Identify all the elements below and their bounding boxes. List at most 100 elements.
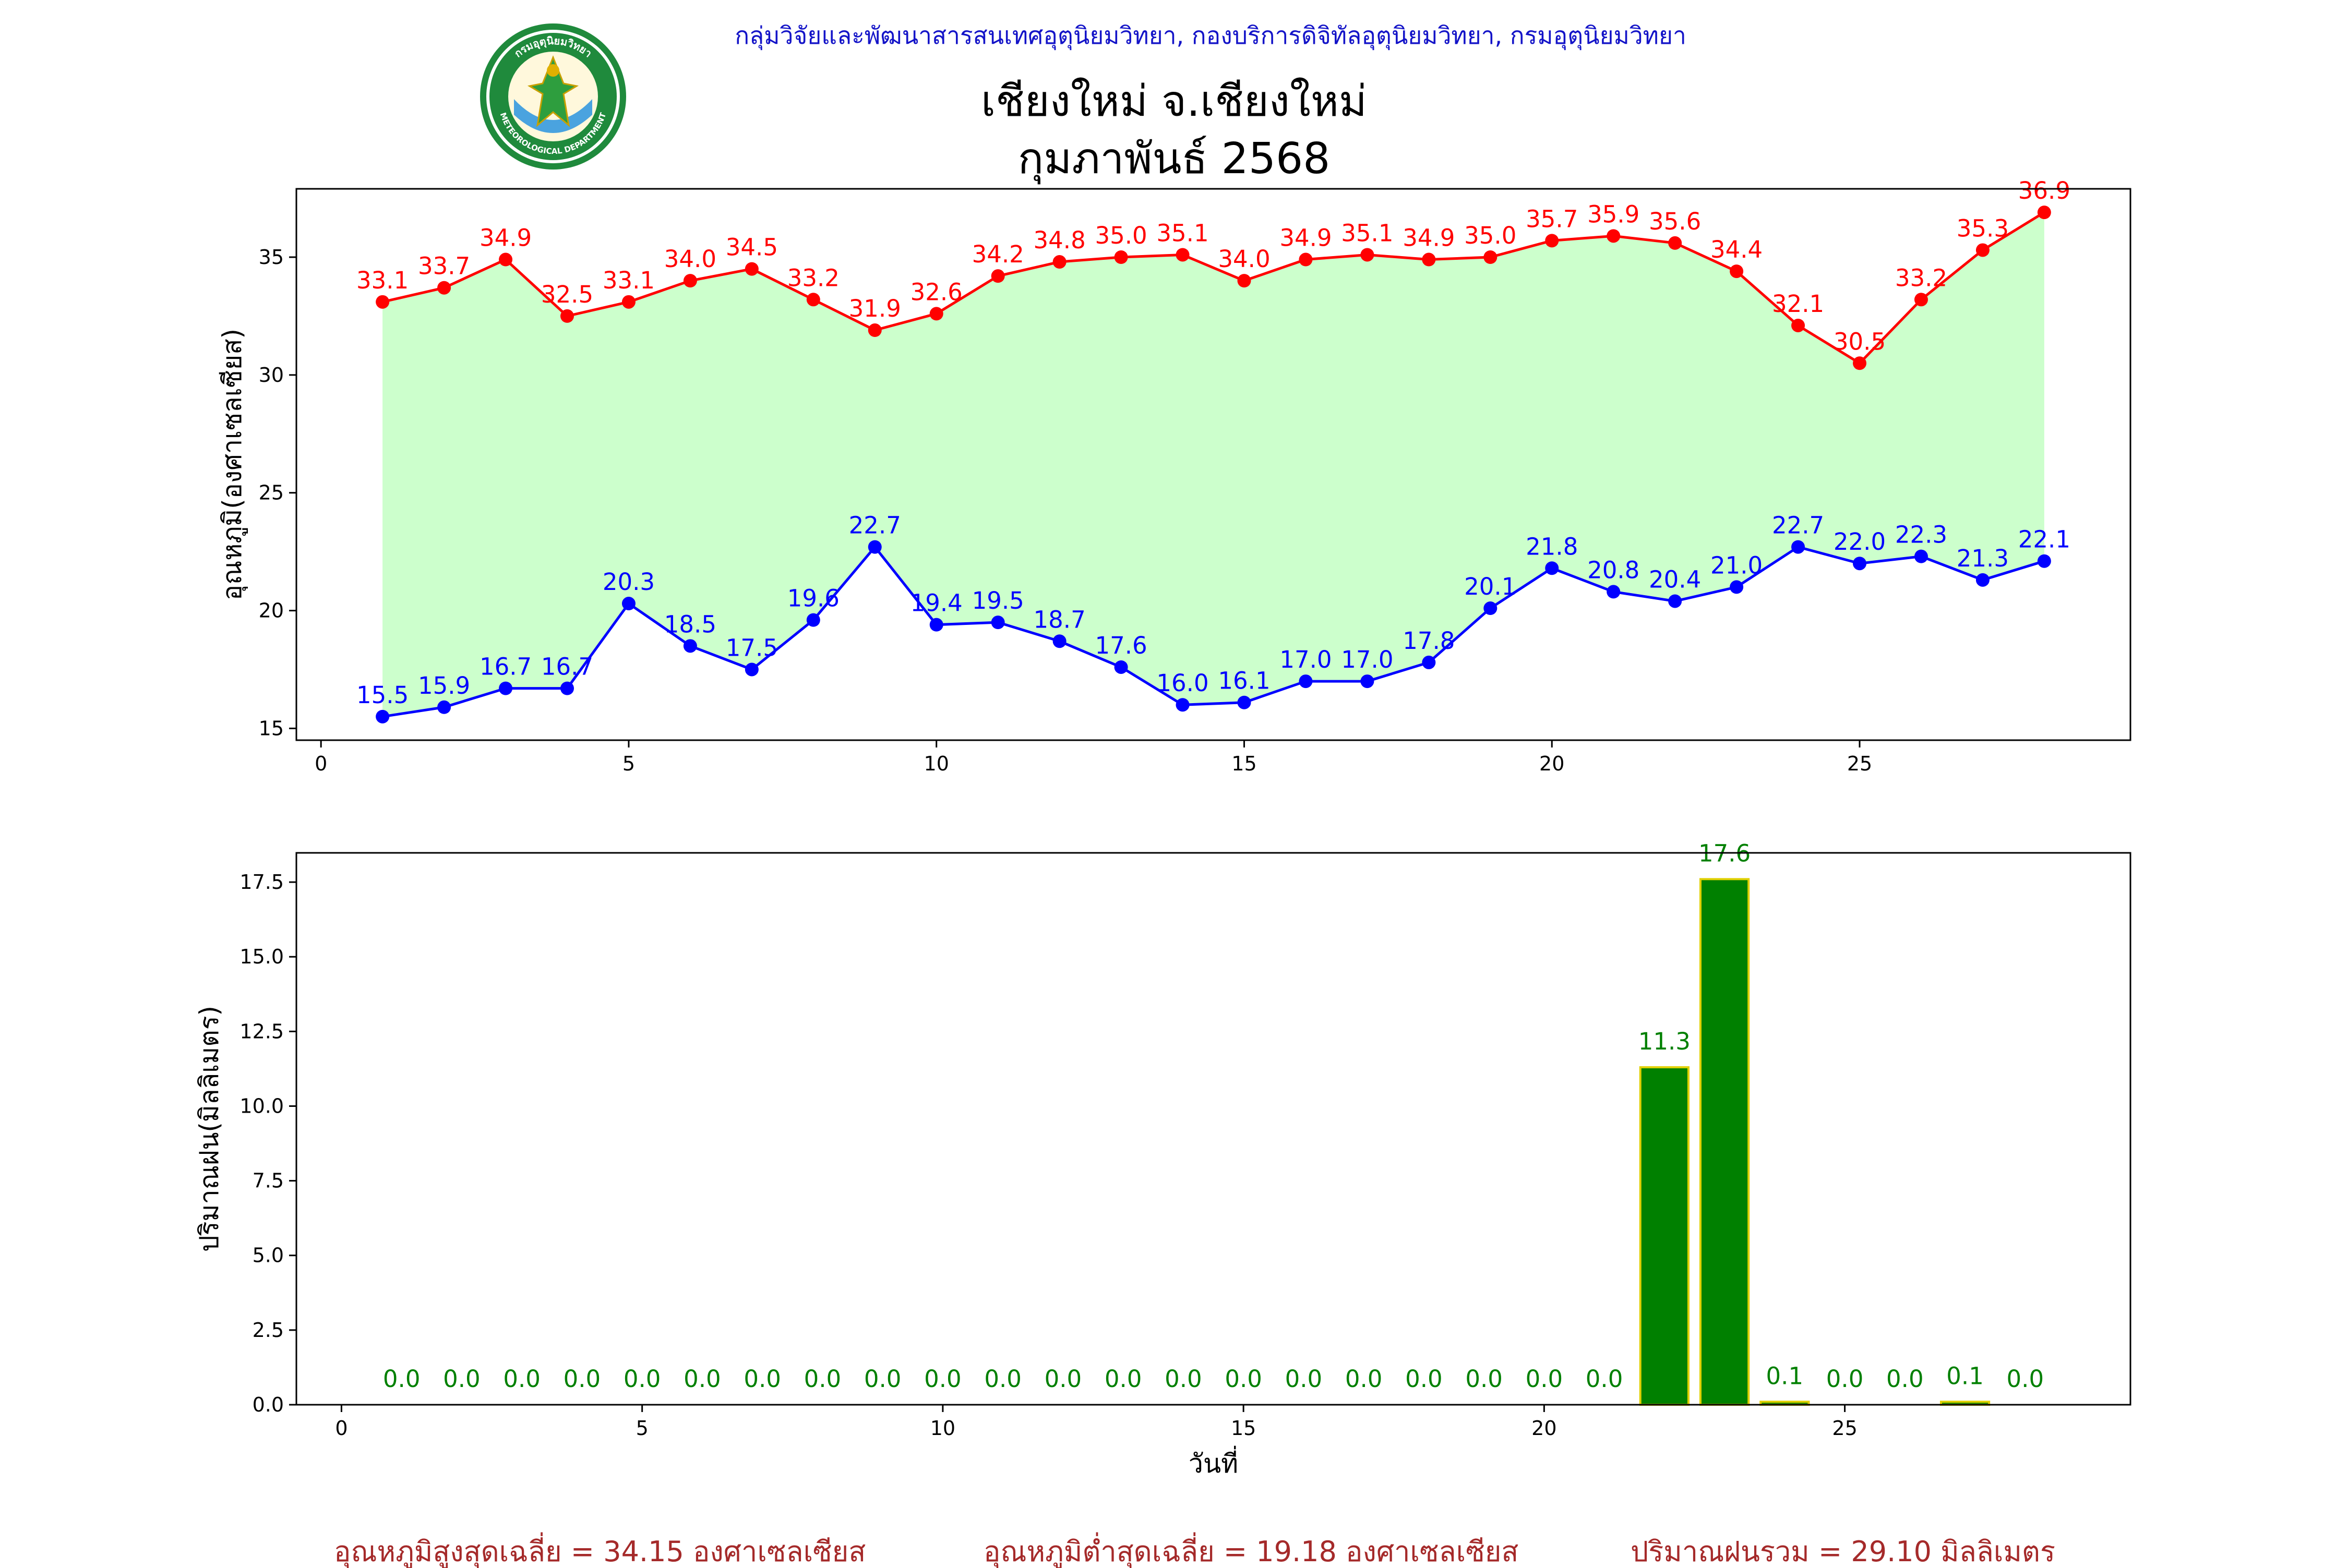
min-temp-label: 18.5 [664,610,716,638]
max-temp-point [1791,318,1805,332]
max-temp-point [1975,243,1990,257]
footer-total-rain: ปริมาณฝนรวม = 29.10 มิลลิเมตร [1631,1535,2056,1568]
max-temp-line [382,211,2045,365]
rain-value-label: 0.1 [1766,1362,1804,1390]
min-temp-label: 19.4 [911,589,963,617]
max-temp-point [437,281,451,295]
rain-value-label: 0.0 [443,1365,481,1393]
rain-x-tick-label: 10 [930,1417,955,1440]
max-temp-point [621,295,636,309]
temperature-y-tick-label: 25 [259,481,284,504]
chart-subtitle: กุมภาพันธ์ 2568 [1017,134,1331,184]
max-temp-label: 34.8 [1034,226,1086,254]
max-temp-point [929,307,943,321]
rain-value-label: 0.0 [1826,1365,1864,1393]
max-temp-point [1360,248,1374,262]
max-temp-label: 35.9 [1587,200,1639,228]
min-temp-point [1360,674,1374,689]
min-temp-label: 19.6 [787,585,840,612]
temperature-range-fill [382,212,2044,717]
max-temp-label: 34.0 [1218,245,1270,273]
rain-y-tick-label: 10.0 [239,1094,284,1117]
rain-x-tick-label: 20 [1531,1417,1556,1440]
rain-value-label: 0.0 [684,1365,721,1393]
rain-y-tick-label: 0.0 [253,1393,284,1416]
max-temp-point [745,262,759,276]
temperature-x-tick-label: 5 [622,752,635,775]
min-temp-point [683,639,697,653]
max-temp-label: 32.1 [1772,290,1824,318]
rain-y-tick-label: 5.0 [253,1244,284,1267]
max-temp-point [1052,255,1067,269]
max-temp-label: 34.9 [1279,224,1332,252]
max-temp-point [499,252,513,267]
min-temp-point [437,700,451,714]
min-temp-point [1730,580,1744,594]
temperature-y-tick-label: 35 [259,246,284,269]
max-temp-point [1483,250,1498,264]
max-temp-point [1299,252,1313,267]
max-temp-label: 33.1 [603,267,655,294]
max-temp-label: 34.9 [480,224,532,252]
rain-x-tick-label: 5 [636,1417,649,1440]
max-temp-point [1853,356,1867,370]
rain-y-tick-label: 7.5 [253,1169,284,1192]
min-temp-label: 17.0 [1279,646,1332,673]
max-temp-point [1422,252,1436,267]
temperature-x-tick-label: 20 [1539,752,1564,775]
max-temp-point [2037,206,2051,220]
max-temp-point [1114,250,1128,264]
min-temp-label: 19.5 [972,587,1024,614]
min-temp-point [1483,601,1498,616]
min-temp-label: 20.3 [603,568,655,596]
max-temp-label: 33.1 [356,267,409,294]
rain-value-label: 0.0 [1105,1365,1142,1393]
min-temp-point [745,662,759,677]
max-temp-label: 33.2 [787,264,840,292]
min-temp-label: 16.1 [1218,667,1270,695]
min-temp-label: 18.7 [1034,606,1086,633]
max-temp-point [683,274,697,288]
rain-value-label: 0.0 [624,1365,661,1393]
min-temp-point [376,709,390,723]
header-organization: กลุ่มวิจัยและพัฒนาสารสนเทศอุตุนิยมวิทยา,… [735,21,1686,50]
min-temp-label: 21.8 [1526,533,1578,560]
max-temp-point [868,323,882,337]
min-temp-label: 15.5 [356,681,409,709]
rain-value-label: 0.0 [383,1365,421,1393]
max-temp-label: 31.9 [849,295,901,322]
max-temp-label: 35.1 [1156,219,1208,247]
temperature-y-tick-label: 15 [259,717,284,740]
max-temp-label: 34.9 [1403,224,1455,252]
rain-y-axis-label: ปริมาณฝน(มิลลิเมตร) [194,1006,224,1252]
meteorological-department-logo: กรมอุตุนิยมวิทยา METEOROLOGICAL DEPARTME… [480,23,626,170]
chart-title: เชียงใหม่ จ.เชียงใหม่ [980,77,1367,126]
temperature-y-tick-label: 30 [259,364,284,387]
max-temp-label: 30.5 [1834,328,1886,355]
min-temp-label: 20.4 [1649,565,1701,593]
min-temp-point [1791,540,1805,554]
min-temp-label: 17.8 [1403,627,1455,655]
min-temp-point [1176,698,1190,712]
rain-value-label: 0.0 [984,1365,1022,1393]
max-temp-label: 35.0 [1095,222,1147,249]
max-temp-label: 32.6 [911,278,963,306]
rain-value-label: 0.0 [1345,1365,1383,1393]
rain-x-tick-label: 0 [335,1417,348,1440]
rain-value-label: 0.0 [1285,1365,1323,1393]
rain-value-label: 0.0 [1526,1365,1563,1393]
min-temp-point [929,618,943,632]
rain-x-tick-label: 15 [1231,1417,1256,1440]
rain-plot-frame [295,852,2131,1406]
min-temp-point [1237,695,1251,709]
rain-value-label: 0.0 [1045,1365,1082,1393]
max-temp-point [1176,248,1190,262]
min-temp-label: 20.8 [1587,556,1639,584]
max-temp-label: 34.2 [972,240,1024,268]
rain-y-tick-label: 12.5 [239,1020,284,1043]
temperature-x-tick-label: 0 [315,752,327,775]
min-temp-point [499,681,513,695]
min-temp-label: 17.0 [1341,646,1393,673]
rain-bar [1699,878,1750,1406]
